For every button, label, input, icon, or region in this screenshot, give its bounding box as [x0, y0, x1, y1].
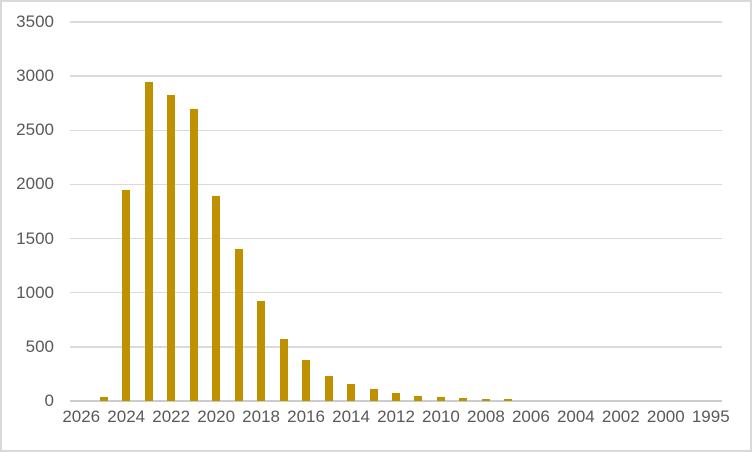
x-tick-label: 2006: [511, 407, 550, 426]
x-tick-label: 2012: [377, 407, 415, 426]
bar: [392, 393, 400, 401]
y-tick-label: 0: [44, 391, 54, 410]
y-tick-label: 2500: [16, 120, 54, 140]
y-tick-label: 3000: [16, 66, 54, 86]
bar: [324, 375, 333, 401]
x-tick-label: 2004: [556, 407, 595, 426]
gridline: [70, 291, 722, 294]
x-tick-label: 2024: [107, 407, 146, 426]
bar: [122, 189, 131, 401]
x-tick-label: 2016: [287, 407, 325, 426]
bar: [167, 94, 176, 401]
gridline: [70, 21, 722, 23]
x-tick-label: 2010: [422, 407, 460, 426]
gridline: [70, 129, 722, 132]
x-tick-label: 2000: [646, 407, 685, 426]
x-tick-label: 2014: [332, 407, 370, 426]
y-tick-label: 3500: [16, 12, 54, 31]
bar: [369, 389, 378, 401]
y-tick-label: 1000: [16, 282, 54, 302]
gridline: [70, 346, 722, 348]
y-tick-label: 500: [25, 336, 54, 356]
bar: [279, 338, 288, 401]
x-tick-label: 2008: [467, 407, 505, 426]
bar: [144, 81, 153, 401]
bar: [257, 301, 266, 401]
bar: [99, 397, 108, 401]
x-tick-label: 2018: [242, 407, 280, 426]
y-tick-label: 2000: [16, 174, 54, 194]
y-tick-label: 1500: [16, 228, 54, 248]
bar: [189, 108, 198, 401]
bar: [414, 395, 423, 401]
gridline: [70, 237, 722, 240]
bar: [459, 397, 468, 401]
plot-area: [70, 21, 722, 402]
x-axis-line: [70, 400, 722, 402]
x-tick-label: 2020: [197, 407, 236, 426]
bar: [347, 383, 356, 401]
bar: [481, 399, 490, 401]
x-tick-label: 2002: [601, 407, 640, 426]
gridline: [70, 75, 722, 77]
bar: [212, 196, 221, 401]
x-tick-label: 2026: [62, 407, 101, 426]
bar: [436, 396, 445, 401]
gridline: [70, 183, 722, 186]
bar: [504, 399, 513, 401]
bar: [302, 360, 311, 401]
x-tick-label: 1995: [691, 407, 730, 426]
x-tick-label: 2022: [152, 407, 191, 426]
bar: [234, 249, 243, 401]
